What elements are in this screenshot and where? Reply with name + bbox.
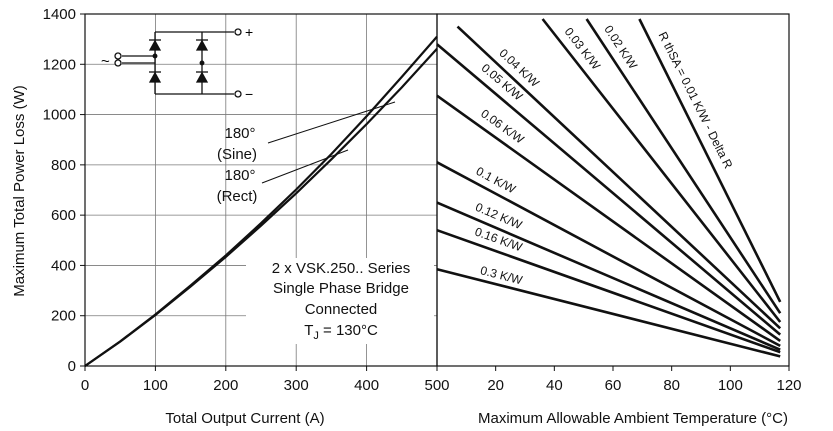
series-line-right-0 [638,18,782,303]
series-label-right-0: R thSA = 0.01 K/W - Delta R [656,29,736,171]
y-tick-label: 800 [51,157,76,174]
inset-plus: + [245,24,253,40]
x-tick-label-right: 100 [718,377,743,394]
x-axis-title-right: Maximum Allowable Ambient Temperature (°… [478,410,788,427]
x-tick-label-left: 500 [424,377,449,394]
x-tick-label-left: 0 [81,377,89,394]
y-tick-label: 1400 [43,6,76,23]
x-tick-label-left: 400 [354,377,379,394]
y-tick-label: 1200 [43,56,76,73]
inset-minus: − [245,86,253,102]
annotation-rect: 180° (Rect) [217,149,349,205]
series-line-right-6 [436,161,781,348]
y-tick-label: 200 [51,308,76,325]
x-tick-label-right: 80 [663,377,680,394]
x-tick-label-left: 200 [213,377,238,394]
x-tick-label-left: 300 [284,377,309,394]
series-line-left-1 [84,47,438,367]
tick-labels: 0 200 400 600 800 1000 1200 1400 0 100 200 300 400 50… [43,6,802,394]
series-line-right-1 [585,18,782,314]
x-tick-label-right: 20 [487,377,504,394]
series-line-right-9 [436,267,781,358]
series [84,18,782,367]
annotation-device-line1: 2 x VSK.250.. Series [272,260,410,277]
y-tick-label: 600 [51,207,76,224]
series-line-right-8 [436,228,781,354]
series-label-right-2: 0.03 K/W [562,25,604,73]
annotation-rect-leader [261,149,349,184]
annotation-device-tj: T [304,322,313,339]
annotation-device-background [246,258,434,344]
annotation-rect-line2: (Rect) [217,188,258,205]
annotation-sine-leader [267,101,396,144]
series-line-right-2 [541,18,782,323]
annotation-rect-line1: 180° [224,167,255,184]
series-labels: R thSA = 0.01 K/W - Delta R 0.02 K/W0.03 … [473,23,736,288]
series-label-right-6: 0.1 K/W [474,164,519,197]
series-line-right-3 [456,25,782,330]
y-tick-label: 400 [51,257,76,274]
annotation-sine: 180° (Sine) [217,101,396,163]
x-axis-title-left: Total Output Current (A) [165,410,324,427]
annotation-device: 2 x VSK.250.. Series Single Phase Bridge… [246,258,434,344]
y-tick-label: 1000 [43,107,76,124]
annotation-device-line3: Connected [305,301,378,318]
annotation-device-line4: TJ = 130°C [304,322,378,342]
annotation-device-tj-sub: J [313,330,319,342]
annotation-sine-line1: 180° [224,125,255,142]
bridge-circuit-inset [114,28,242,98]
series-line-right-4 [436,43,782,336]
y-axis-title: Maximum Total Power Loss (W) [11,85,28,296]
inset-tilde: ~ [101,53,110,70]
y-tick-label: 0 [68,358,76,375]
series-line-right-7 [436,201,781,351]
axes [80,13,790,371]
x-tick-label-right: 40 [546,377,563,394]
series-label-right-5: 0.06 K/W [478,106,527,146]
annotation-device-line2: Single Phase Bridge [273,280,409,297]
x-tick-label-right: 60 [605,377,622,394]
series-label-right-9: 0.3 K/W [479,263,524,287]
series-line-right-5 [436,94,781,342]
series-label-right-1: 0.02 K/W [601,23,640,72]
x-tick-label-left: 100 [143,377,168,394]
x-tick-label-right: 120 [776,377,801,394]
annotation-device-tj-value: = 130°C [319,322,378,339]
annotation-sine-line2: (Sine) [217,146,257,163]
